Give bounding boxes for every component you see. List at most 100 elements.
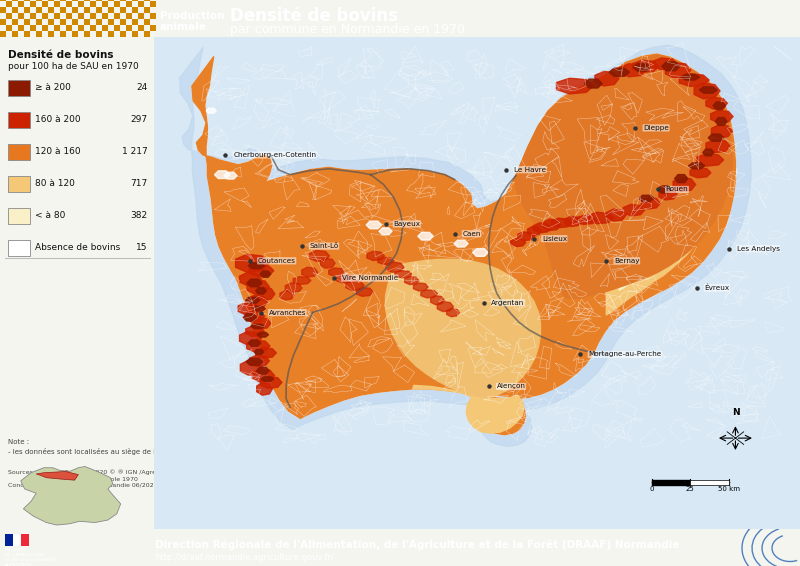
Text: Vire Normandie: Vire Normandie (342, 275, 398, 281)
Bar (108, 0, 114, 1)
Bar (120, 19, 126, 25)
Polygon shape (454, 240, 468, 247)
Polygon shape (286, 283, 302, 293)
Polygon shape (703, 149, 714, 156)
Polygon shape (551, 218, 572, 228)
Polygon shape (697, 153, 724, 166)
Text: Évreux: Évreux (705, 285, 730, 291)
Polygon shape (543, 219, 561, 230)
Polygon shape (706, 140, 730, 153)
Bar (60, 7, 66, 13)
Bar (78, 13, 84, 19)
Polygon shape (430, 295, 444, 305)
Polygon shape (246, 326, 264, 337)
Polygon shape (257, 383, 273, 395)
Polygon shape (418, 233, 434, 240)
Bar (138, 25, 144, 31)
Polygon shape (356, 288, 374, 297)
Text: < à 80: < à 80 (35, 211, 66, 220)
Polygon shape (257, 367, 269, 374)
Polygon shape (246, 297, 260, 303)
Polygon shape (321, 258, 335, 268)
Polygon shape (239, 332, 262, 345)
Bar (0, 7, 6, 13)
Bar (78, 1, 84, 7)
Text: 15: 15 (136, 243, 147, 252)
Text: MINISTÈRE
DE L'AGRICULTURE
ET DE LA SOUVERAINETÉ
ALIMENTAIRE: MINISTÈRE DE L'AGRICULTURE ET DE LA SOUV… (5, 548, 57, 566)
Bar (66, 25, 72, 31)
Polygon shape (261, 376, 282, 388)
Bar (54, 25, 60, 31)
Bar (36, 31, 42, 37)
Polygon shape (690, 168, 711, 178)
Polygon shape (256, 348, 276, 358)
Text: N: N (732, 409, 739, 418)
Bar (114, 25, 120, 31)
Bar (66, 1, 72, 7)
Polygon shape (527, 226, 541, 236)
Text: Direction Régionale de l'Alimentation, de l'Agriculture et de la Forêt (DRAAF) N: Direction Régionale de l'Alimentation, d… (155, 539, 679, 550)
Polygon shape (293, 277, 311, 285)
Polygon shape (250, 355, 270, 366)
Text: 50 km: 50 km (718, 486, 740, 492)
Polygon shape (623, 204, 645, 216)
Bar (126, 25, 132, 31)
Polygon shape (235, 254, 269, 272)
Bar (144, 31, 150, 37)
Bar (24, 19, 30, 25)
Text: 0: 0 (650, 486, 654, 492)
Text: Absence de bovins: Absence de bovins (35, 243, 120, 252)
Polygon shape (256, 288, 266, 294)
Polygon shape (659, 188, 678, 200)
Polygon shape (638, 195, 654, 201)
Polygon shape (653, 58, 678, 70)
Text: Production: Production (160, 11, 224, 21)
Polygon shape (673, 178, 696, 191)
Text: animale: animale (160, 22, 207, 32)
Bar (8, 144, 30, 160)
Text: 297: 297 (130, 115, 147, 124)
Text: 382: 382 (130, 211, 147, 220)
Polygon shape (510, 239, 526, 247)
Polygon shape (588, 140, 695, 290)
Polygon shape (366, 221, 382, 229)
Polygon shape (379, 228, 392, 235)
Polygon shape (36, 471, 78, 480)
Bar (48, 31, 54, 37)
Text: par commune en Normandie en 1970: par commune en Normandie en 1970 (230, 23, 465, 36)
Bar (6, 25, 12, 31)
Bar (60, 31, 66, 37)
Bar (72, 19, 78, 25)
Bar (21, 534, 29, 546)
Bar (90, 25, 96, 31)
Bar (72, 31, 78, 37)
Text: http://draaf.normandie.agriculture.gouv.fr/: http://draaf.normandie.agriculture.gouv.… (155, 553, 334, 562)
Bar (96, 19, 102, 25)
Polygon shape (666, 62, 690, 78)
Polygon shape (240, 360, 263, 375)
Polygon shape (346, 280, 364, 290)
Polygon shape (260, 271, 270, 277)
Text: Mortagne-au-Perche: Mortagne-au-Perche (588, 351, 662, 357)
Polygon shape (329, 268, 345, 276)
Bar (36, 0, 42, 1)
Bar (36, 19, 42, 25)
Polygon shape (257, 288, 275, 300)
Polygon shape (473, 248, 488, 256)
Polygon shape (206, 108, 216, 113)
Bar (8, 175, 30, 192)
Polygon shape (699, 87, 718, 93)
Text: pour 100 ha de SAU en 1970: pour 100 ha de SAU en 1970 (8, 62, 138, 71)
Text: 25: 25 (686, 486, 694, 492)
Bar (144, 19, 150, 25)
Bar (12, 0, 18, 1)
Bar (150, 1, 156, 7)
Polygon shape (708, 134, 724, 142)
Polygon shape (694, 83, 720, 99)
Polygon shape (585, 79, 602, 88)
Bar (90, 13, 96, 19)
Bar (48, 0, 54, 1)
Text: 717: 717 (130, 179, 147, 188)
Text: Densité de bovins: Densité de bovins (230, 7, 398, 25)
Polygon shape (248, 263, 265, 269)
